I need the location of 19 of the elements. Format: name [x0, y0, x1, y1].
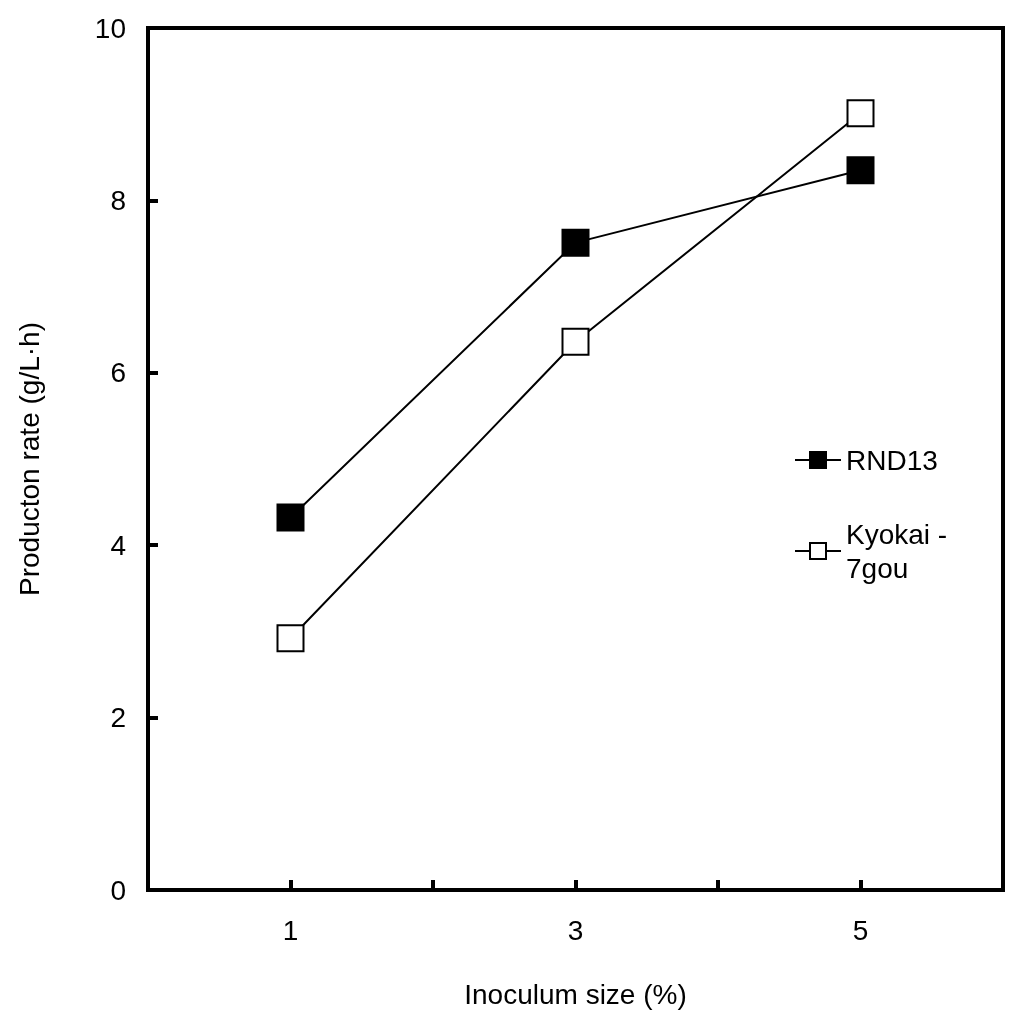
y-tick-label: 10 — [94, 12, 126, 44]
point — [561, 327, 590, 356]
x-tick-label: 3 — [567, 914, 584, 946]
y-tick-label: 0 — [110, 874, 126, 906]
y-axis-title: Producton rate (g/L·h) — [13, 322, 45, 596]
y-tick-label: 2 — [110, 702, 126, 734]
x-tick-label: 1 — [282, 914, 299, 946]
legend-label: RND13 — [846, 444, 938, 476]
point — [276, 503, 305, 532]
y-tick-label: 6 — [110, 357, 126, 389]
point — [846, 99, 875, 128]
x-axis-title: Inoculum size (%) — [464, 978, 687, 1010]
y-tick-label: 8 — [110, 184, 126, 216]
point — [846, 156, 875, 185]
legend-label: Kyokai - 7gou — [846, 518, 955, 584]
point — [276, 624, 305, 653]
point — [561, 228, 590, 257]
x-tick-label: 5 — [852, 914, 869, 946]
y-tick-label: 4 — [110, 529, 126, 561]
